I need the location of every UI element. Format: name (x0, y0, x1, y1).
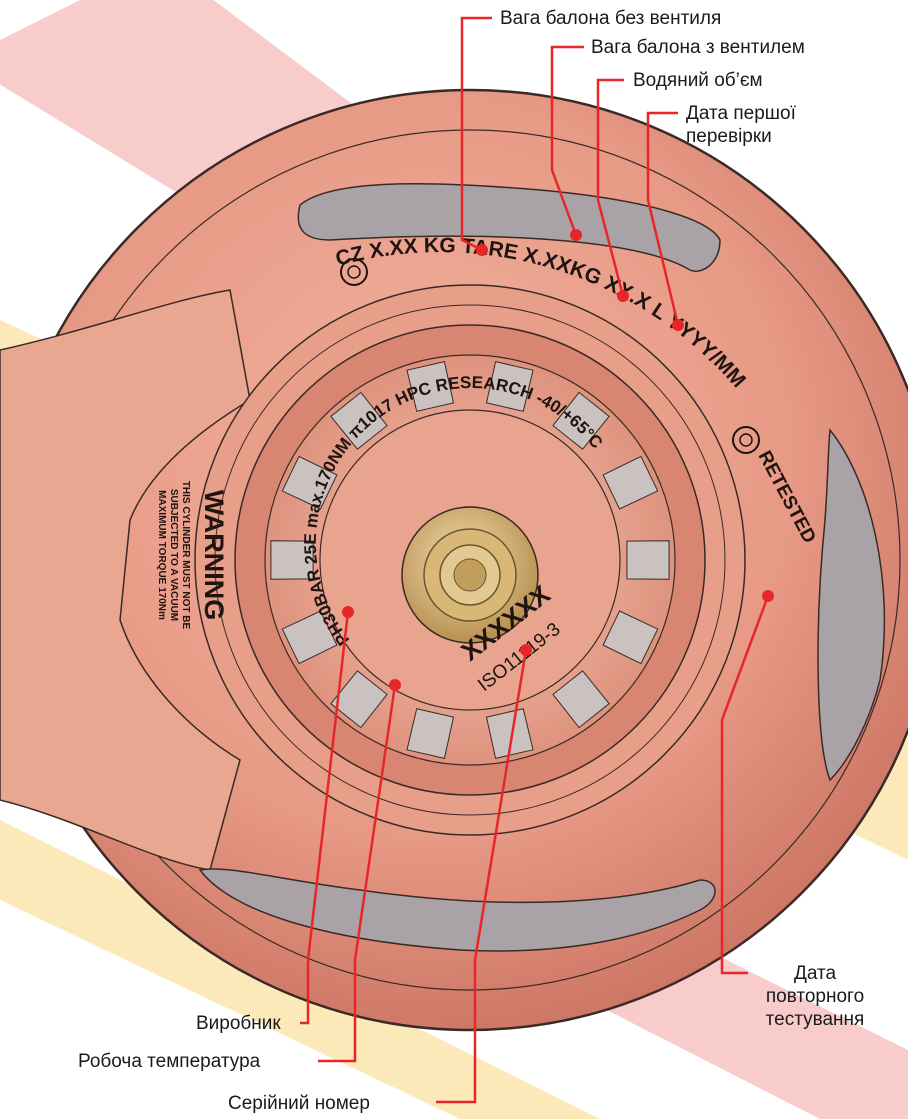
collar-rib (602, 610, 659, 665)
collar-rib (406, 360, 455, 412)
collar-rib (270, 540, 314, 580)
label-water-volume: Водяний об’єм (633, 70, 763, 91)
leader-working-temperature (318, 684, 397, 1063)
leader-tare-with-valve (550, 45, 584, 236)
collar-rib (602, 455, 659, 510)
leader-serial-number (436, 649, 528, 1104)
warning-line-2: SUBJECTED TO A VACUUM (168, 489, 179, 621)
leader-retest-date (720, 595, 770, 975)
collar-rib (485, 708, 534, 760)
label-working-temperature: Робоча температура (78, 1051, 261, 1072)
collar-rib (281, 455, 338, 510)
warning-line-3: MAXIMUM TORQUE 170Nm (156, 490, 167, 620)
collar-rib (485, 360, 534, 412)
retest-stamp-icon (732, 426, 760, 454)
leader-lines (300, 16, 770, 1104)
collar-rib (330, 391, 388, 450)
collar-rib (406, 708, 455, 760)
label-first-test-date: Дата першої перевірки (686, 103, 796, 147)
collar-rib (281, 610, 338, 665)
leader-first-test-date (646, 111, 680, 326)
collar-rib (330, 670, 388, 729)
warning-stamp-icon (340, 258, 368, 286)
leader-dots (342, 229, 774, 691)
label-retest-date: Дата повторного тестування (765, 963, 865, 1030)
leader-manufacturer (300, 611, 350, 1025)
label-tare-without-valve: Вага балона без вентиля (500, 8, 722, 29)
warning-line-1: THIS CYLINDER MUST NOT BE (180, 481, 191, 630)
leader-water-volume (596, 78, 625, 297)
collar-rib (552, 391, 610, 450)
label-manufacturer: Виробник (196, 1013, 281, 1034)
cylinder-body (0, 88, 908, 1032)
cylinder-ribs (270, 360, 670, 760)
collar-rib (552, 670, 610, 729)
warning-title: WARNING (199, 490, 229, 621)
leader-tare-without-valve (460, 16, 492, 252)
label-serial-number: Серійний номер (228, 1093, 370, 1114)
label-tare-with-valve: Вага балона з вентилем (591, 37, 805, 58)
collar-rib (626, 540, 670, 580)
